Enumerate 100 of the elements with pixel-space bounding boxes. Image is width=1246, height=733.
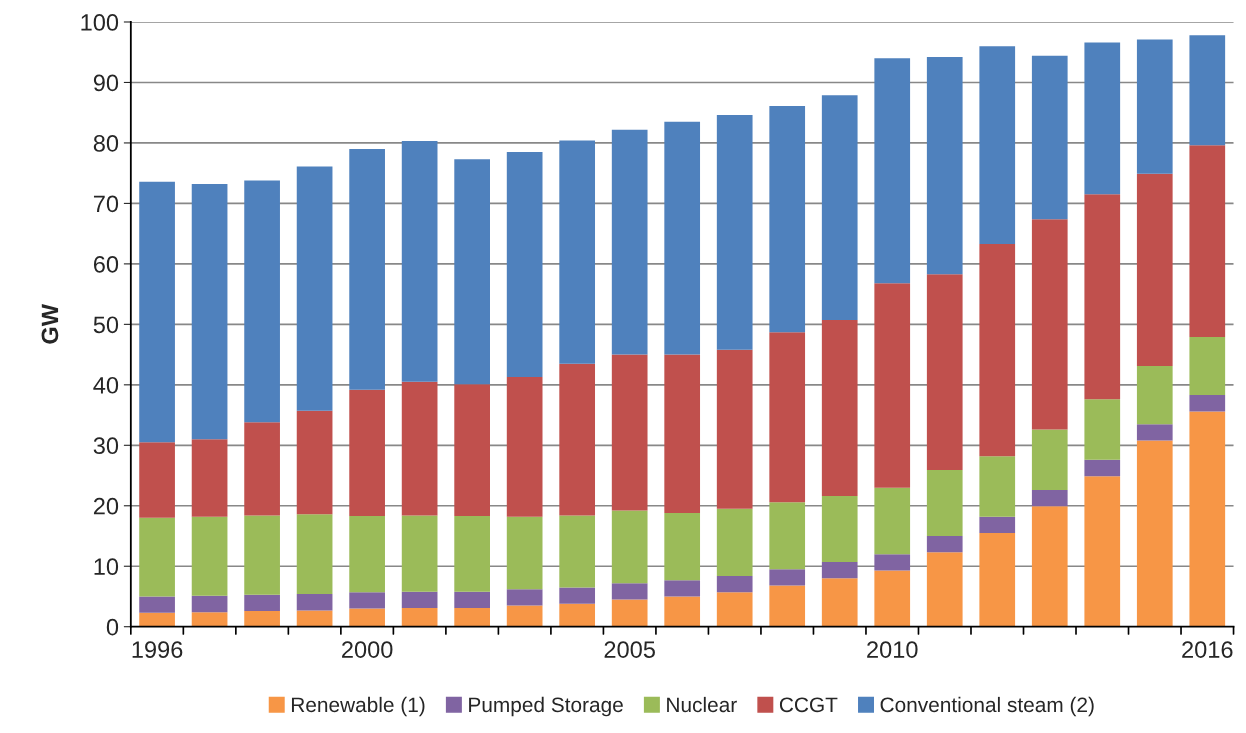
bar bbox=[611, 583, 648, 600]
bar bbox=[926, 470, 963, 537]
bar bbox=[139, 596, 175, 613]
bar bbox=[296, 410, 333, 515]
bar bbox=[1136, 424, 1173, 441]
bar bbox=[874, 58, 911, 284]
bar bbox=[821, 562, 858, 579]
bar bbox=[191, 595, 228, 613]
bar bbox=[611, 129, 648, 355]
bar bbox=[664, 596, 701, 627]
bar bbox=[769, 332, 806, 503]
bar bbox=[1189, 337, 1226, 396]
bar bbox=[349, 389, 385, 517]
bar bbox=[506, 605, 543, 627]
y-tick-label: 20 bbox=[93, 497, 119, 515]
bar bbox=[1189, 395, 1226, 412]
bar bbox=[1189, 35, 1226, 146]
bar bbox=[926, 57, 963, 275]
bar bbox=[716, 508, 753, 576]
legend-label: Pumped Storage bbox=[469, 696, 623, 717]
bar bbox=[244, 594, 280, 611]
bar bbox=[1136, 366, 1173, 425]
bar bbox=[296, 594, 333, 611]
bar bbox=[506, 589, 543, 606]
bar bbox=[296, 514, 333, 595]
bar bbox=[454, 159, 490, 385]
bar bbox=[349, 148, 385, 390]
x-tick-label: 2000 bbox=[342, 641, 393, 658]
x-tick-label: 2005 bbox=[604, 641, 655, 658]
bar bbox=[979, 456, 1016, 517]
bar bbox=[821, 578, 858, 627]
y-tick-label: 10 bbox=[94, 558, 119, 576]
bar bbox=[559, 587, 596, 604]
bar bbox=[296, 610, 333, 627]
bar bbox=[769, 569, 806, 586]
bar bbox=[664, 121, 701, 355]
bar bbox=[244, 610, 280, 627]
bar bbox=[506, 516, 543, 590]
bar bbox=[1136, 440, 1173, 627]
bar bbox=[1084, 459, 1121, 477]
bar bbox=[506, 152, 543, 377]
bar bbox=[926, 552, 963, 627]
x-tick-label: 2016 bbox=[1182, 641, 1233, 658]
bar bbox=[559, 603, 596, 627]
bar bbox=[874, 554, 911, 571]
bar bbox=[191, 184, 228, 440]
bar bbox=[874, 283, 911, 488]
bar bbox=[139, 442, 175, 518]
bar bbox=[1084, 194, 1121, 400]
bar bbox=[979, 532, 1016, 627]
bar bbox=[716, 349, 753, 509]
bar bbox=[1084, 476, 1121, 627]
bar bbox=[401, 607, 438, 627]
bar bbox=[454, 384, 490, 517]
bar bbox=[1031, 490, 1068, 507]
bar bbox=[716, 592, 753, 627]
bar bbox=[454, 591, 490, 608]
legend-label: CCGT bbox=[779, 697, 838, 713]
bar bbox=[874, 570, 911, 627]
bar bbox=[296, 166, 333, 411]
bar bbox=[611, 510, 648, 584]
bar bbox=[1136, 39, 1173, 174]
bar bbox=[769, 585, 806, 627]
bar bbox=[559, 363, 596, 516]
bar bbox=[926, 536, 963, 553]
bar bbox=[349, 592, 385, 609]
y-tick-label: 100 bbox=[81, 14, 119, 31]
bar bbox=[1189, 145, 1226, 338]
bar bbox=[454, 516, 490, 592]
bar bbox=[191, 612, 228, 627]
bar bbox=[244, 515, 280, 595]
y-tick-label: 30 bbox=[93, 437, 119, 455]
bar bbox=[139, 612, 175, 627]
bar bbox=[1031, 429, 1068, 491]
legend-label: Conventional steam (2) bbox=[880, 696, 1094, 717]
y-tick-label: 60 bbox=[93, 255, 119, 273]
bar bbox=[401, 141, 438, 382]
legend-label: Renewable (1) bbox=[291, 696, 425, 717]
bar bbox=[1084, 399, 1121, 460]
bar bbox=[979, 46, 1016, 244]
y-tick-label: 80 bbox=[93, 135, 119, 152]
bar bbox=[191, 516, 228, 596]
bar bbox=[401, 515, 438, 592]
bar bbox=[349, 516, 385, 593]
bar bbox=[349, 608, 385, 627]
y-tick-label: 50 bbox=[93, 316, 119, 334]
bar bbox=[559, 140, 596, 364]
bar bbox=[716, 575, 753, 593]
y-tick-label: 90 bbox=[93, 74, 119, 92]
bar bbox=[1084, 42, 1121, 195]
bar bbox=[979, 516, 1016, 533]
bar bbox=[821, 496, 858, 563]
y-tick-label: 0 bbox=[106, 618, 119, 636]
bar bbox=[1136, 173, 1173, 367]
bar bbox=[769, 502, 806, 570]
bar bbox=[611, 599, 648, 627]
bar bbox=[1031, 55, 1068, 220]
y-axis-title: GW bbox=[41, 304, 59, 344]
bar bbox=[611, 354, 648, 511]
y-tick-label: 40 bbox=[93, 376, 119, 394]
